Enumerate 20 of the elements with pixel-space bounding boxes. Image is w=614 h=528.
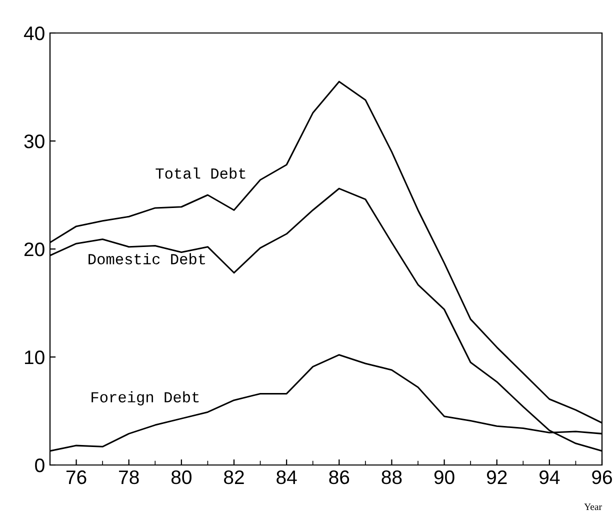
- series-label: Total Debt: [156, 168, 246, 179]
- series-label: Foreign Debt: [92, 391, 199, 406]
- x-axis-title: Year: [584, 504, 602, 510]
- x-tick-label: 96: [592, 470, 612, 484]
- y-tick-label: 30: [24, 134, 44, 148]
- x-tick-label: 86: [329, 470, 350, 484]
- x-tick-label: 76: [66, 470, 86, 484]
- x-tick-label: 94: [540, 470, 560, 484]
- x-tick-label: 90: [434, 470, 454, 484]
- y-tick-label: 0: [35, 458, 44, 472]
- x-tick-label: 84: [276, 470, 297, 484]
- x-tick-label: 88: [382, 470, 402, 484]
- y-tick-label: 10: [24, 350, 44, 364]
- x-tick-label: 80: [171, 470, 192, 484]
- x-tick-label: 92: [486, 470, 507, 484]
- x-tick-label: 82: [224, 470, 244, 484]
- x-tick-label: 78: [119, 470, 139, 484]
- y-tick-label: 20: [24, 242, 44, 256]
- y-tick-label: 40: [24, 26, 44, 40]
- series-label: Domestic Debt: [88, 253, 205, 264]
